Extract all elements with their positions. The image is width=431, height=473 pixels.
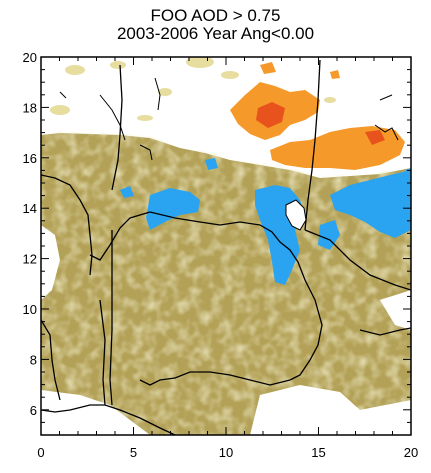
white-gap-southwest xyxy=(41,390,150,435)
y-axis: 6 8 10 12 14 16 18 20 xyxy=(23,50,411,436)
y-tick-label: 6 xyxy=(30,403,37,418)
y-tick-label: 18 xyxy=(23,100,37,115)
white-gap-southeast xyxy=(250,385,411,435)
x-tick-label: 20 xyxy=(404,445,418,460)
map-title-line2: 2003-2006 Year Ang<0.00 xyxy=(116,24,315,43)
y-tick-label: 20 xyxy=(23,50,37,65)
frequency-texture xyxy=(41,130,411,435)
x-tick-label: 10 xyxy=(219,445,233,460)
dark-orange-patches xyxy=(256,102,385,145)
white-gap-west xyxy=(41,225,60,300)
y-tick-label: 14 xyxy=(23,201,37,216)
coastline-boundaries xyxy=(41,59,411,435)
y-tick-label: 12 xyxy=(23,252,37,267)
x-tick-label: 5 xyxy=(130,445,137,460)
y-tick-label: 16 xyxy=(23,151,37,166)
sparse-frequency-north xyxy=(50,57,336,121)
x-tick-label: 0 xyxy=(37,445,44,460)
white-gap-east xyxy=(380,290,411,330)
map-title-line1: FOO AOD > 0.75 xyxy=(150,6,281,25)
rivers xyxy=(59,77,399,161)
x-axis: 0 5 10 15 20 xyxy=(37,57,418,460)
x-tick-label: 15 xyxy=(311,445,325,460)
lake-chad xyxy=(285,199,307,231)
y-tick-label: 10 xyxy=(23,302,37,317)
y-tick-label: 8 xyxy=(30,352,37,367)
map-plot-area xyxy=(41,57,411,435)
